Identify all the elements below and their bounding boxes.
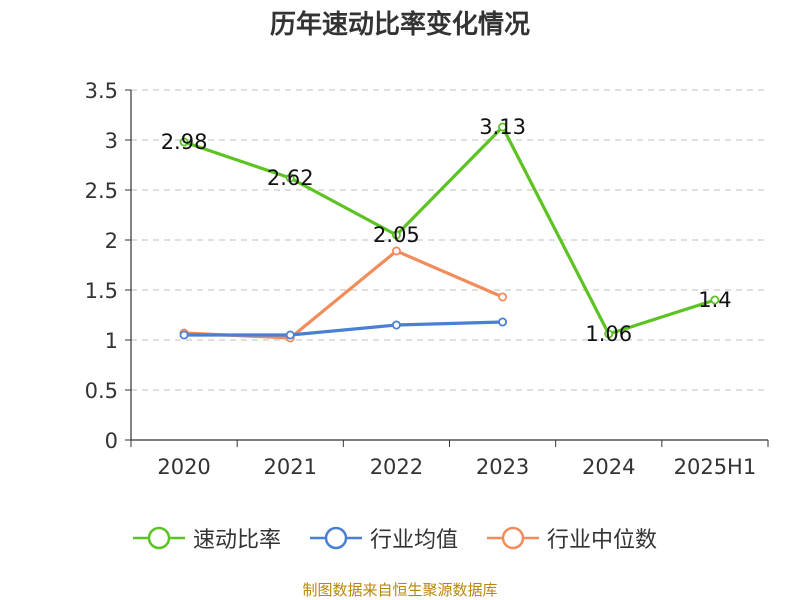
source-note: 制图数据来自恒生聚源数据库 <box>302 581 498 599</box>
x-tick-label: 2023 <box>476 455 529 479</box>
y-tick-label: 1 <box>105 329 118 353</box>
data-label: 2.05 <box>373 223 420 247</box>
data-label: 2.62 <box>267 166 314 190</box>
data-point <box>498 317 508 327</box>
x-tick-label: 2021 <box>264 455 317 479</box>
legend-line-marker-icon <box>487 526 539 550</box>
x-tick-label: 2022 <box>370 455 423 479</box>
legend-line-marker-icon <box>133 526 185 550</box>
x-tick-label: 2020 <box>157 455 210 479</box>
legend-label: 行业中位数 <box>547 528 658 553</box>
data-point <box>391 320 401 330</box>
y-tick-label: 1.5 <box>85 279 118 303</box>
data-point <box>391 246 401 256</box>
data-point <box>285 173 295 183</box>
data-point <box>604 329 614 339</box>
data-label: 2.98 <box>161 130 208 154</box>
data-point <box>710 295 720 305</box>
legend: 速动比率 行业均值 行业中位数 <box>0 520 800 554</box>
data-labels: 2.98 2.62 2.05 3.13 1.06 1.4 <box>161 115 732 346</box>
data-label: 1.4 <box>698 288 731 312</box>
y-tick-label: 3.5 <box>85 79 118 103</box>
data-point <box>179 330 189 340</box>
y-tick-label: 0.5 <box>85 379 118 403</box>
legend-label: 速动比率 <box>193 528 282 553</box>
x-tick-label: 2024 <box>582 455 635 479</box>
data-point <box>498 292 508 302</box>
axes: 0 0.5 1 1.5 2 2.5 3 3.5 2020 2021 2022 2023 2024 2025… <box>85 79 769 479</box>
data-point <box>498 122 508 132</box>
y-tick-label: 0 <box>105 429 118 453</box>
data-label: 1.06 <box>585 322 632 346</box>
y-tick-label: 3 <box>105 129 118 153</box>
grid-lines <box>131 89 768 391</box>
series-line <box>184 320 503 337</box>
data-point <box>179 137 189 147</box>
y-tick-label: 2 <box>105 229 118 253</box>
data-label: 3.13 <box>479 115 526 139</box>
y-tick-label: 2.5 <box>85 179 118 203</box>
data-point <box>285 330 295 340</box>
series-line <box>183 125 716 336</box>
legend-line-marker-icon <box>310 526 362 550</box>
legend-label: 行业均值 <box>370 528 459 553</box>
x-tick-label: 2025H1 <box>674 455 757 479</box>
chart-title: 历年速动比率变化情况 <box>269 10 530 40</box>
data-point <box>391 230 401 240</box>
series-lines <box>179 122 720 343</box>
